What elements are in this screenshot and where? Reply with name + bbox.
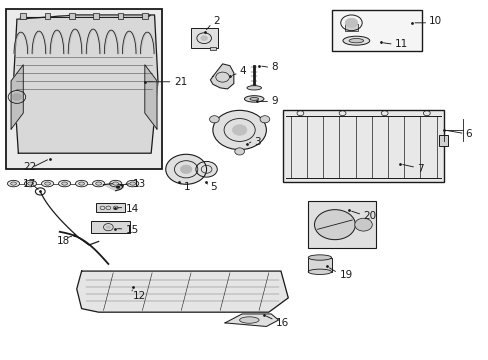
Text: 4: 4 xyxy=(239,66,246,76)
Ellipse shape xyxy=(342,36,369,45)
Circle shape xyxy=(209,116,219,123)
Text: 5: 5 xyxy=(210,182,217,192)
Text: 6: 6 xyxy=(465,129,471,139)
Polygon shape xyxy=(17,15,151,19)
Bar xyxy=(331,10,421,51)
Circle shape xyxy=(12,93,22,100)
Text: 22: 22 xyxy=(23,162,37,172)
Text: 15: 15 xyxy=(125,225,138,235)
Circle shape xyxy=(232,125,246,135)
Bar xyxy=(96,203,125,212)
Text: 14: 14 xyxy=(125,203,138,213)
Text: 3: 3 xyxy=(254,138,260,148)
Circle shape xyxy=(260,116,269,123)
Ellipse shape xyxy=(11,182,17,185)
Circle shape xyxy=(180,165,192,174)
Ellipse shape xyxy=(44,182,50,185)
Circle shape xyxy=(212,111,266,150)
Bar xyxy=(210,47,216,50)
Polygon shape xyxy=(103,184,122,191)
Bar xyxy=(20,13,26,19)
Polygon shape xyxy=(77,271,287,312)
Ellipse shape xyxy=(92,180,104,187)
Circle shape xyxy=(116,186,120,189)
Polygon shape xyxy=(224,314,278,327)
Text: 16: 16 xyxy=(276,318,289,328)
Ellipse shape xyxy=(96,182,102,185)
Circle shape xyxy=(165,154,206,184)
Ellipse shape xyxy=(239,317,259,323)
Ellipse shape xyxy=(7,180,20,187)
Text: 18: 18 xyxy=(57,236,70,246)
Bar xyxy=(307,257,331,272)
Bar xyxy=(44,13,50,19)
Bar xyxy=(307,202,375,248)
Ellipse shape xyxy=(28,182,33,185)
Circle shape xyxy=(354,218,371,231)
Text: 11: 11 xyxy=(394,39,407,49)
Circle shape xyxy=(196,161,217,177)
Ellipse shape xyxy=(244,96,264,102)
Ellipse shape xyxy=(75,180,87,187)
Circle shape xyxy=(201,36,207,41)
Ellipse shape xyxy=(307,269,331,274)
Bar xyxy=(93,13,99,19)
Text: 21: 21 xyxy=(174,77,187,87)
Circle shape xyxy=(314,210,355,240)
Text: 9: 9 xyxy=(271,96,277,107)
Ellipse shape xyxy=(129,182,135,185)
Bar xyxy=(142,13,147,19)
Text: 1: 1 xyxy=(183,182,190,192)
Polygon shape xyxy=(210,64,233,89)
Bar xyxy=(283,111,443,182)
Polygon shape xyxy=(144,65,157,129)
Ellipse shape xyxy=(109,180,122,187)
Ellipse shape xyxy=(246,86,261,90)
Text: 2: 2 xyxy=(212,16,219,26)
Bar xyxy=(6,9,162,169)
Ellipse shape xyxy=(61,182,67,185)
Text: 13: 13 xyxy=(132,179,145,189)
Circle shape xyxy=(106,225,111,229)
Text: 10: 10 xyxy=(428,16,442,26)
Circle shape xyxy=(234,148,244,155)
Ellipse shape xyxy=(59,180,71,187)
Text: 7: 7 xyxy=(416,164,423,174)
Text: 17: 17 xyxy=(23,179,37,189)
Polygon shape xyxy=(11,65,23,129)
Ellipse shape xyxy=(126,180,139,187)
Text: 8: 8 xyxy=(271,63,277,72)
Ellipse shape xyxy=(113,182,118,185)
Ellipse shape xyxy=(348,39,363,43)
Text: 19: 19 xyxy=(339,270,352,280)
Bar xyxy=(117,13,123,19)
Bar xyxy=(438,135,447,146)
Text: 20: 20 xyxy=(363,211,376,221)
Polygon shape xyxy=(14,15,158,153)
Ellipse shape xyxy=(307,255,331,260)
Ellipse shape xyxy=(41,180,54,187)
Circle shape xyxy=(345,18,357,27)
Bar xyxy=(344,24,358,31)
Bar xyxy=(91,221,130,233)
Bar xyxy=(69,13,75,19)
Bar xyxy=(191,28,217,48)
Ellipse shape xyxy=(79,182,84,185)
Ellipse shape xyxy=(249,98,258,100)
Ellipse shape xyxy=(24,180,37,187)
Text: 12: 12 xyxy=(132,291,145,301)
